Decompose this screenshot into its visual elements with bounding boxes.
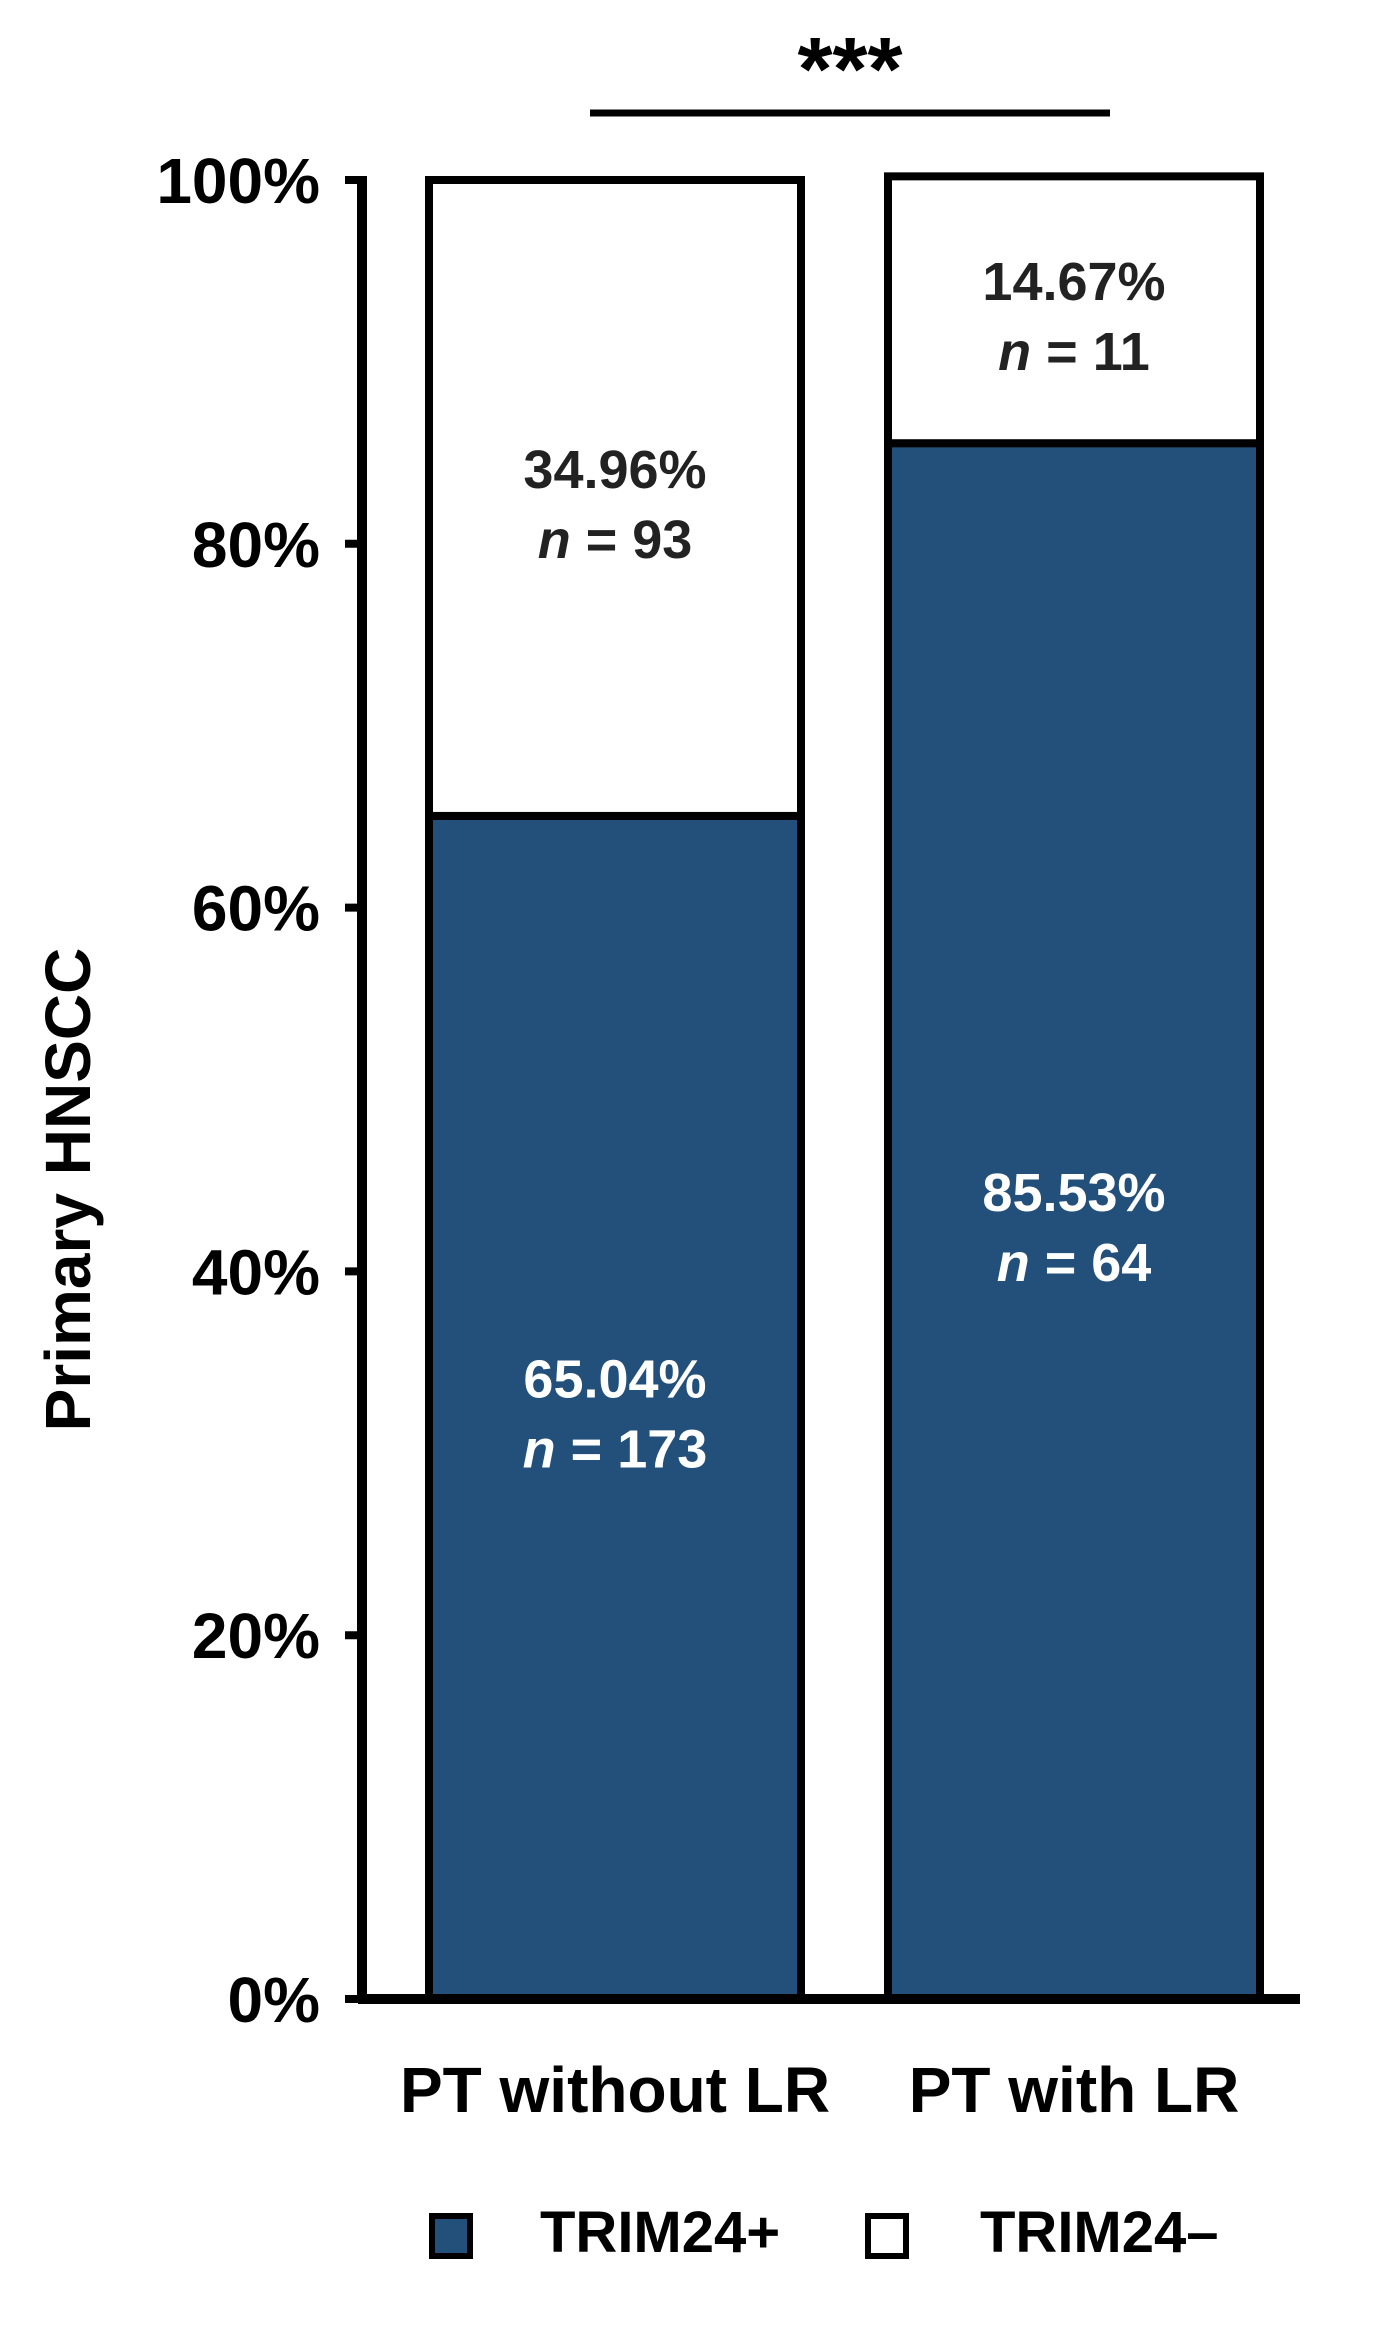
data-label-n: n = 93 [538, 510, 693, 570]
legend-label: TRIM24– [980, 2200, 1219, 2265]
y-tick-label: 20% [192, 1600, 320, 1672]
bar-segment-trim24-positive [884, 439, 1264, 2003]
legend-swatch-trim24-positive [429, 2213, 473, 2259]
y-tick-label: 60% [192, 873, 320, 945]
data-label-percent: 65.04% [523, 1349, 706, 1409]
data-label-percent: 34.96% [523, 440, 706, 500]
y-tick-label: 0% [228, 1964, 321, 2036]
significance-stars: *** [797, 20, 902, 120]
data-label-n: n = 11 [998, 322, 1150, 382]
legend-label: TRIM24+ [540, 2200, 780, 2265]
y-tick-label: 40% [192, 1236, 320, 1308]
data-label-n: n = 64 [997, 1233, 1152, 1293]
bar-segment-trim24-negative [425, 176, 805, 820]
bar-segment-trim24-negative [884, 172, 1264, 448]
x-category-label: PT with LR [909, 2054, 1240, 2126]
legend-swatch-trim24-negative [865, 2213, 909, 2259]
y-tick-label: 80% [192, 509, 320, 581]
data-label-percent: 14.67% [982, 252, 1165, 312]
x-category-label: PT without LR [400, 2054, 830, 2126]
data-label-n: n = 173 [523, 1419, 708, 1479]
y-axis-title: Primary HNSCC [32, 948, 104, 1432]
y-tick-label: 100% [156, 145, 320, 217]
data-label-percent: 85.53% [982, 1163, 1165, 1223]
